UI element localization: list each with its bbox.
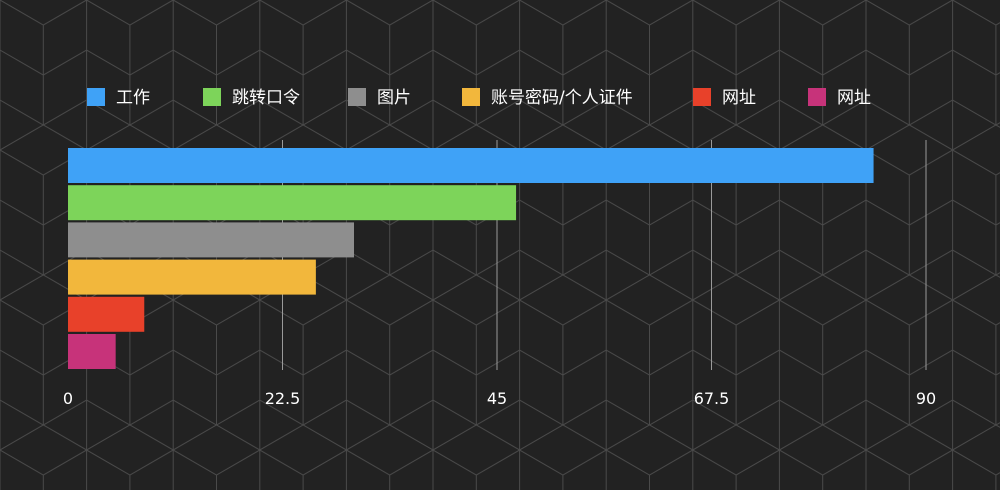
legend-item[interactable]: 跳转口令 (203, 88, 300, 108)
legend-swatch (87, 88, 105, 106)
x-tick-label: 0 (63, 389, 73, 408)
bar[interactable] (68, 296, 145, 332)
legend-label: 工作 (116, 88, 150, 108)
legend-swatch (693, 88, 711, 106)
bar[interactable] (68, 334, 116, 369)
bar[interactable] (68, 222, 354, 258)
legend: 工作 跳转口令 图片 账号密码/个人证件 网址 网址 (87, 88, 871, 108)
legend-item[interactable]: 账号密码/个人证件 (462, 88, 633, 108)
x-tick-label: 22.5 (265, 389, 301, 408)
legend-item[interactable]: 网址 (808, 88, 871, 108)
legend-item[interactable]: 网址 (693, 88, 756, 108)
legend-label: 网址 (837, 88, 871, 108)
legend-label: 图片 (377, 88, 411, 108)
x-tick-label: 45 (487, 389, 507, 408)
bar[interactable] (68, 259, 316, 295)
x-tick-label: 90 (916, 389, 936, 408)
x-axis: 0 22.5 45 67.5 90 (63, 389, 936, 408)
bars (68, 148, 874, 369)
legend-swatch (462, 88, 480, 106)
legend-swatch (203, 88, 221, 106)
legend-label: 账号密码/个人证件 (491, 88, 633, 108)
legend-label: 网址 (722, 88, 756, 108)
legend-swatch (348, 88, 366, 106)
legend-swatch (808, 88, 826, 106)
legend-label: 跳转口令 (232, 88, 300, 108)
legend-item[interactable]: 图片 (348, 88, 411, 108)
legend-item[interactable]: 工作 (87, 88, 150, 108)
x-tick-label: 67.5 (694, 389, 730, 408)
bar[interactable] (68, 185, 517, 221)
bar[interactable] (68, 148, 874, 183)
